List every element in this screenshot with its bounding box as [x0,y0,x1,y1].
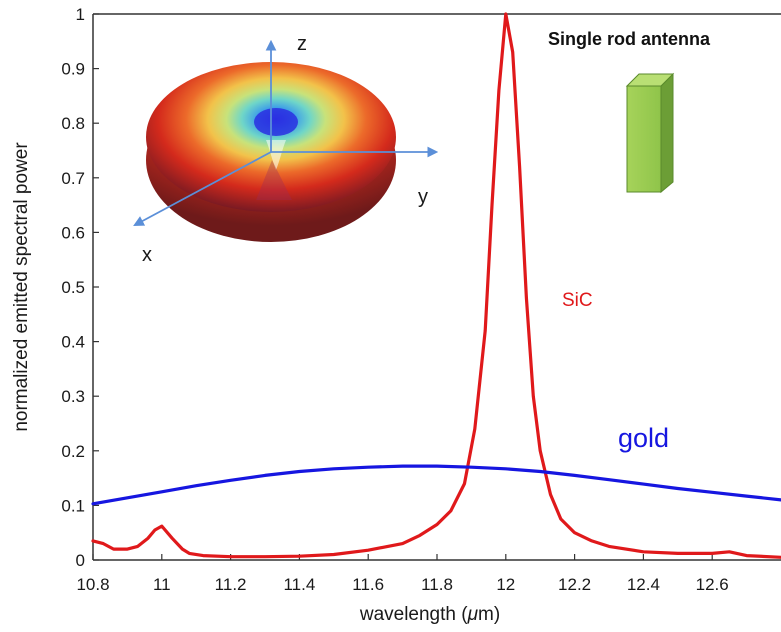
series-line-sic [91,12,781,559]
series-line-gold [91,464,781,506]
y-tick-label: 1 [76,5,85,24]
chart-title: Single rod antenna [548,29,711,49]
y-tick-label: 0.2 [61,442,85,461]
x-axis-title-prefix: wavelength ( [359,604,468,625]
x-tick-label: 11.8 [421,575,453,594]
x-tick-label: 11 [153,575,171,594]
y-tick-label: 0.9 [61,60,85,79]
y-tick-label: 0.4 [61,333,85,352]
x-tick-label: 12.4 [627,575,660,594]
x-tick-label: 12.6 [696,575,729,594]
y-tick-label: 0.8 [61,114,85,133]
y-tick-label: 0.1 [61,496,85,515]
x-tick-label: 12.2 [558,575,591,594]
rod-antenna-illustration [625,72,675,194]
x-tick-label: 12 [496,575,515,594]
y-tick-label: 0.6 [61,223,85,242]
y-tick-label: 0.5 [61,278,85,297]
rod-front [626,85,662,193]
series-label-gold: gold [618,423,669,453]
radiation-pattern-inset: z y x [133,33,439,266]
x-tick-label: 10.8 [76,575,109,594]
x-tick-label: 11.6 [352,575,384,594]
y-tick-label: 0.7 [61,169,85,188]
x-axis-title: wavelength (μm) [359,604,500,625]
inset-axis-label-x: x [142,244,152,266]
x-tick-label: 11.4 [283,575,315,594]
series-label-sic: SiC [562,290,593,311]
x-ticks: 10.8 11 11.2 11.4 11.6 11.8 12 12.2 12.4 12.6 [76,554,729,594]
series-layer [91,12,781,559]
y-tick-label: 0 [76,551,85,570]
rod-side [660,72,674,194]
x-axis-title-mu: μ [467,604,479,625]
y-axis-title: normalized emitted spectral power [11,142,32,432]
x-axis-arrow [133,151,272,227]
x-tick-label: 11.2 [215,575,247,594]
y-ticks: 0 0.1 0.2 0.3 0.4 0.5 0.6 0.7 0.8 0.9 1 [61,5,99,570]
inset-axis-label-y: y [418,186,428,208]
x-axis-title-suffix: m) [478,604,500,625]
inset-axis-label-z: z [297,33,307,55]
torus-hole [254,108,298,136]
y-tick-label: 0.3 [61,387,85,406]
torus-lower-cone [256,160,292,200]
